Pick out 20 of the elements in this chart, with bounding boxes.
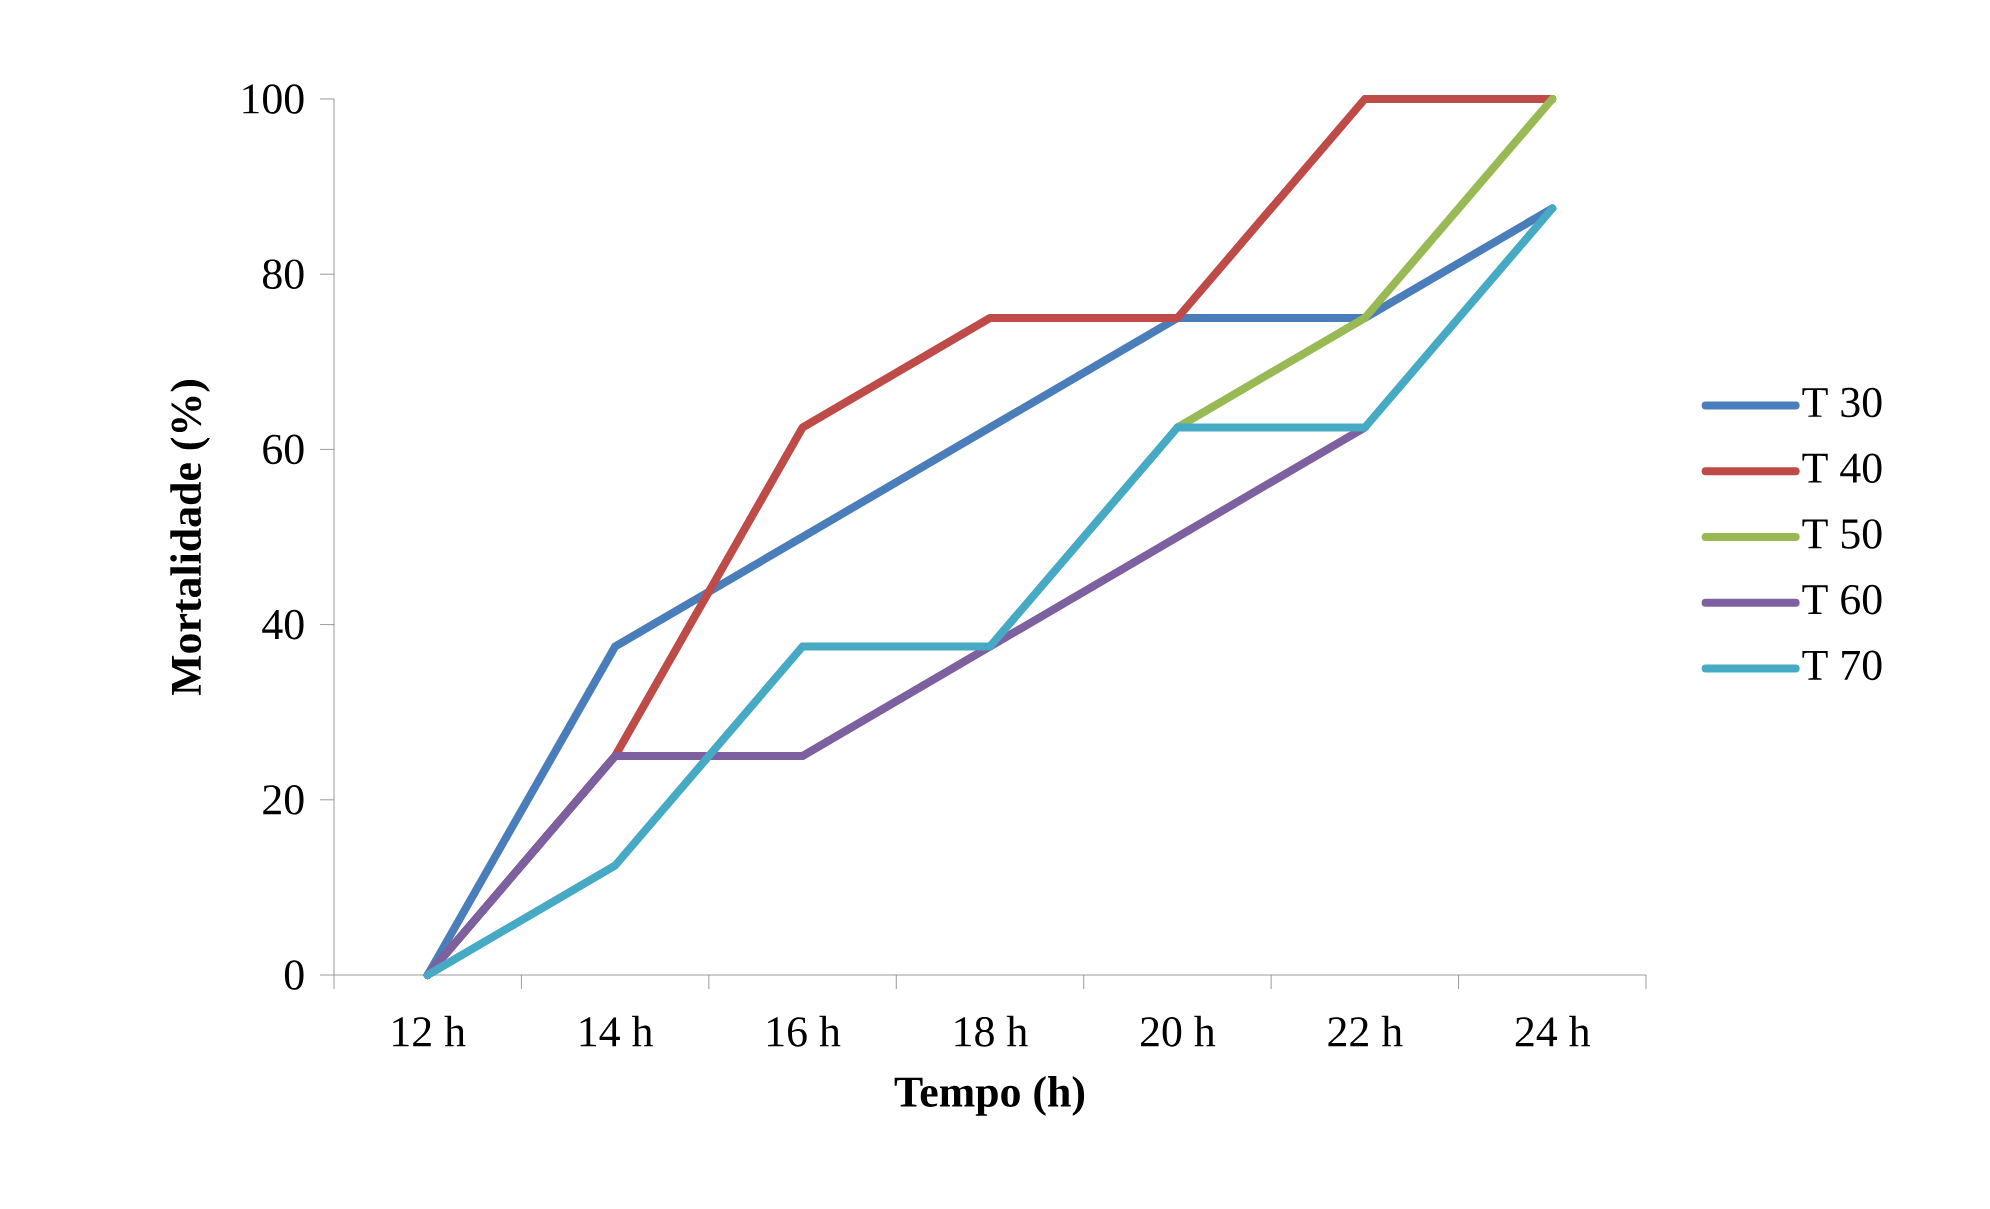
x-tick-label: 16 h bbox=[768, 1015, 841, 1047]
x-tick-label: 20 h bbox=[1140, 1015, 1216, 1047]
legend-label: T 40 bbox=[1802, 453, 1882, 483]
x-tick-label: 18 h bbox=[955, 1015, 1028, 1047]
legend-label: T 60 bbox=[1802, 584, 1882, 615]
x-tick-label: 12 h bbox=[393, 1015, 466, 1047]
legend-label: T 70 bbox=[1802, 650, 1882, 681]
y-tick-label: 20 bbox=[263, 785, 304, 815]
y-tick-label: 80 bbox=[263, 259, 304, 289]
y-tick-label: 40 bbox=[262, 609, 304, 640]
y-tick-label: 60 bbox=[263, 434, 304, 465]
legend-label: T 50 bbox=[1802, 519, 1882, 549]
x-tick-label: 22 h bbox=[1328, 1015, 1403, 1047]
x-axis-title: Tempo (h) bbox=[894, 1076, 1085, 1116]
legend-label: T 30 bbox=[1802, 387, 1882, 418]
x-tick-label: 24 h bbox=[1515, 1015, 1590, 1047]
y-tick-label: 100 bbox=[243, 84, 304, 114]
y-axis-title: Mortalidade (%) bbox=[170, 380, 211, 696]
y-tick-label: 0 bbox=[284, 960, 304, 990]
x-tick-label: 14 h bbox=[580, 1015, 653, 1047]
